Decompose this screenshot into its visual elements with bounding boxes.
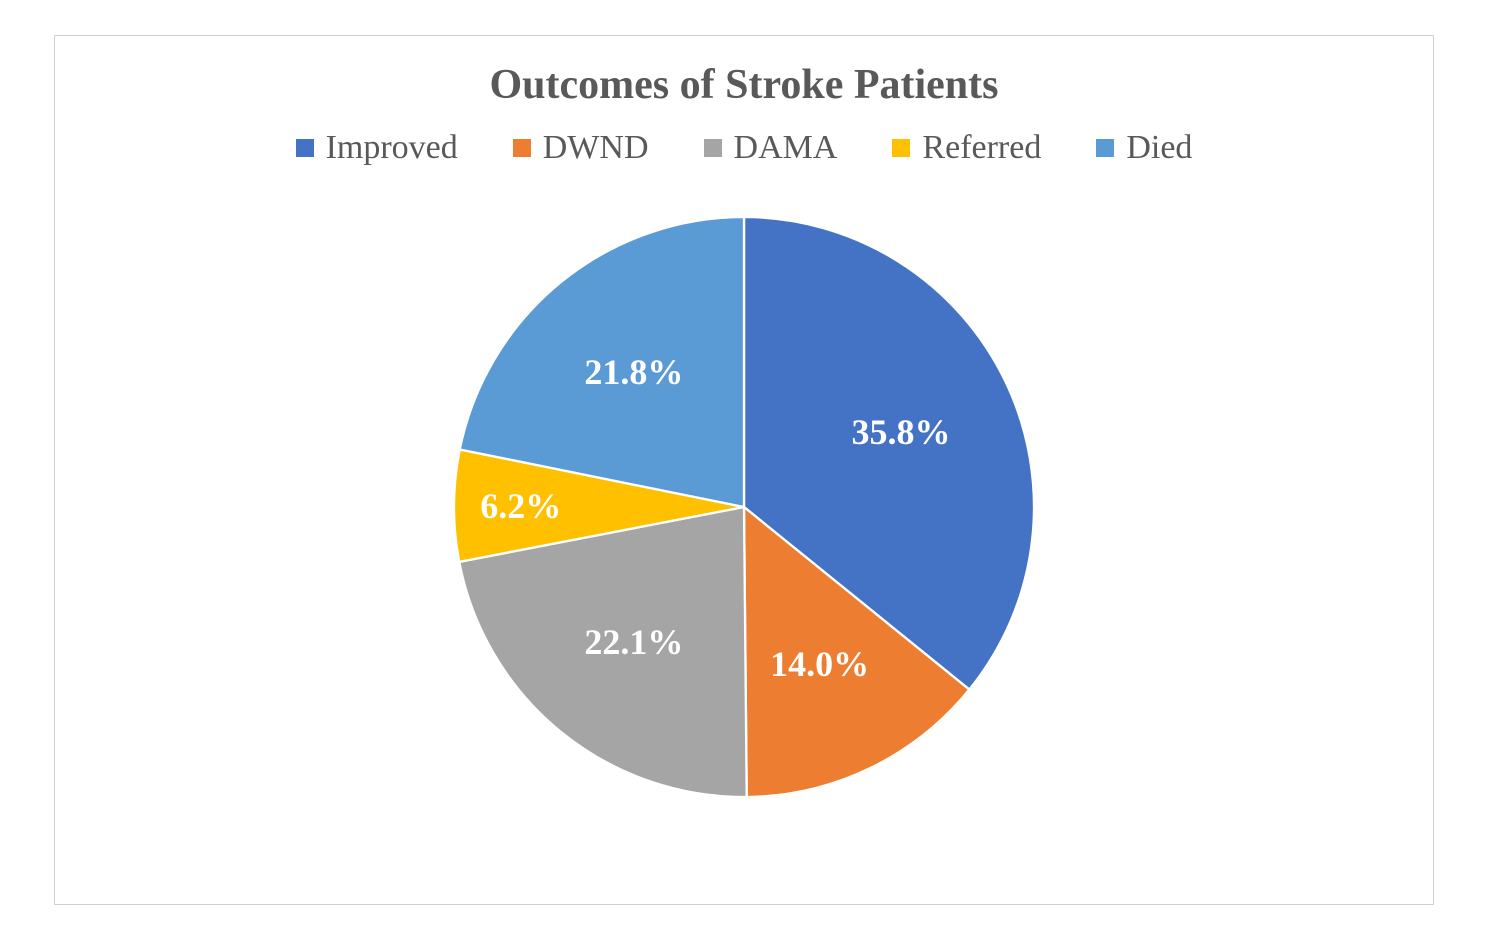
legend-label-improved: Improved xyxy=(326,129,458,167)
legend-label-dwnd: DWND xyxy=(543,129,649,167)
slice-label-dama: 22.1% xyxy=(584,621,683,663)
legend-item-dama: DAMA xyxy=(704,129,838,167)
legend-swatch-dwnd xyxy=(513,139,531,157)
slice-label-referred: 6.2% xyxy=(480,485,561,527)
pie-chart: 35.8% 14.0% 22.1% 6.2% 21.8% xyxy=(454,217,1034,797)
legend-swatch-referred xyxy=(892,139,910,157)
legend-item-referred: Referred xyxy=(892,129,1041,167)
legend: Improved DWND DAMA Referred Died xyxy=(296,129,1193,167)
legend-label-referred: Referred xyxy=(922,129,1041,167)
legend-swatch-dama xyxy=(704,139,722,157)
legend-label-dama: DAMA xyxy=(734,129,838,167)
chart-container: Outcomes of Stroke Patients Improved DWN… xyxy=(54,35,1434,905)
legend-item-improved: Improved xyxy=(296,129,458,167)
slice-label-died: 21.8% xyxy=(584,351,683,393)
legend-item-died: Died xyxy=(1096,129,1192,167)
slice-label-improved: 35.8% xyxy=(852,411,951,453)
legend-item-dwnd: DWND xyxy=(513,129,649,167)
legend-label-died: Died xyxy=(1126,129,1192,167)
chart-title: Outcomes of Stroke Patients xyxy=(490,61,999,109)
legend-swatch-improved xyxy=(296,139,314,157)
legend-swatch-died xyxy=(1096,139,1114,157)
slice-label-dwnd: 14.0% xyxy=(770,643,869,685)
